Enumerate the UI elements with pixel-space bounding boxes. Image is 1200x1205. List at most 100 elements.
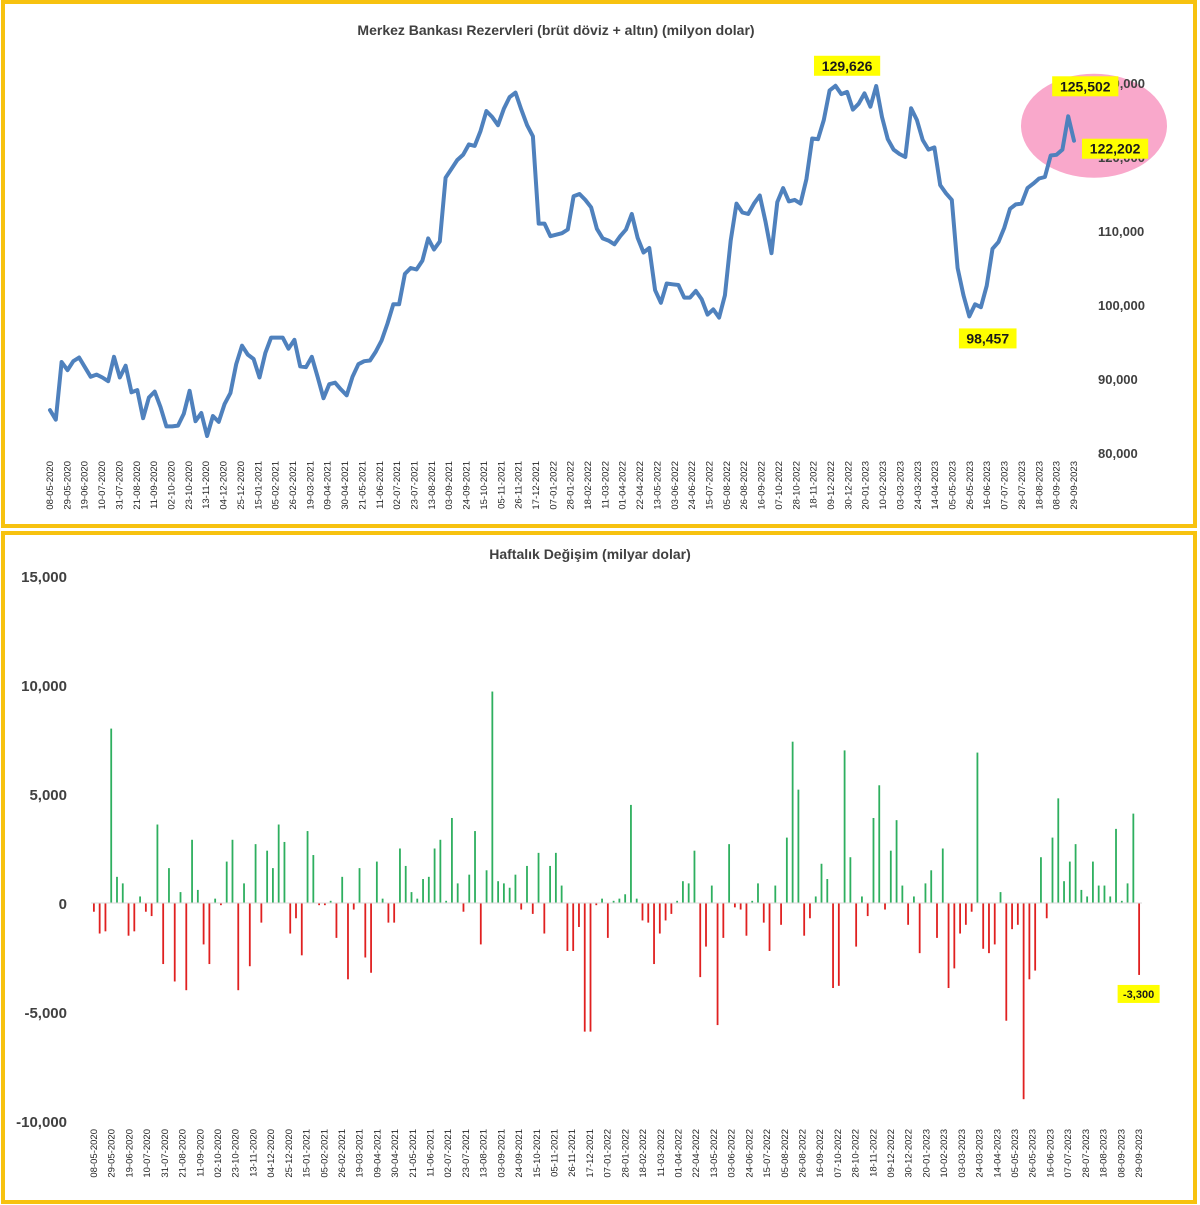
- weekly-change-bar: [988, 903, 990, 954]
- weekly-change-bar: [254, 844, 257, 903]
- x-tick-label: 05-08-2022: [722, 461, 733, 510]
- weekly-change-bar: [1109, 896, 1112, 903]
- weekly-change-bar: [497, 881, 500, 903]
- x-tick-label: 05-02-2021: [271, 461, 282, 510]
- x-tick-label: 09-04-2021: [323, 461, 334, 510]
- weekly-change-bar: [930, 870, 933, 903]
- x-tick-label: 19-06-2020: [124, 1129, 135, 1178]
- x-tick-label: 08-05-2020: [45, 461, 56, 510]
- x-tick-label: 04-12-2020: [219, 461, 230, 510]
- weekly-change-bar: [797, 789, 800, 903]
- weekly-change-bar: [791, 741, 794, 903]
- weekly-change-bar: [1120, 900, 1123, 903]
- x-tick-label: 29-05-2020: [107, 1129, 118, 1178]
- weekly-change-bar: [959, 903, 961, 934]
- weekly-change-bar: [306, 831, 309, 903]
- y-tick-label: 80,000: [1098, 446, 1138, 461]
- weekly-change-bar: [583, 903, 586, 1032]
- y-tick-label: -10,000: [16, 1114, 67, 1131]
- weekly-change-bar: [618, 898, 621, 903]
- x-tick-label: 05-11-2021: [550, 1129, 561, 1177]
- weekly-change-bar: [1011, 903, 1013, 930]
- x-tick-label: 09-12-2022: [886, 1129, 897, 1178]
- weekly-change-bar: [1028, 903, 1031, 980]
- weekly-change-bar: [612, 900, 615, 903]
- x-tick-label: 10-07-2020: [97, 461, 108, 510]
- weekly-change-bar: [225, 861, 228, 903]
- weekly-change-bar: [156, 824, 159, 903]
- weekly-change-bar: [173, 903, 176, 982]
- x-tick-label: 13-11-2020: [201, 461, 212, 509]
- x-tick-label: 11-03-2022: [600, 461, 611, 509]
- x-tick-label: 26-08-2022: [797, 1129, 808, 1178]
- weekly-change-bar: [682, 881, 684, 903]
- weekly-change-bar: [780, 903, 782, 925]
- weekly-change-bar: [260, 903, 263, 923]
- weekly-change-bar: [491, 691, 494, 903]
- x-tick-label: 07-07-2023: [1063, 1129, 1074, 1178]
- y-tick-label: 100,000: [1098, 298, 1145, 313]
- weekly-change-bar: [699, 903, 702, 978]
- weekly-change-bar: [162, 903, 165, 965]
- x-tick-label: 23-10-2020: [184, 461, 195, 510]
- x-tick-label: 29-09-2023: [1134, 1129, 1145, 1178]
- weekly-change-bar: [295, 903, 297, 919]
- x-tick-label: 13-05-2022: [709, 1129, 720, 1178]
- x-tick-label: 03-06-2022: [670, 461, 681, 510]
- weekly-change-bar: [658, 903, 661, 934]
- value-callout: 98,457: [958, 328, 1017, 349]
- svg-text:122,202: 122,202: [1090, 141, 1141, 157]
- weekly-change-bar: [1115, 828, 1117, 903]
- weekly-change-bar: [630, 804, 632, 903]
- weekly-change-bar: [745, 903, 748, 936]
- x-tick-label: 16-06-2023: [1045, 1129, 1056, 1178]
- weekly-change-bar: [687, 883, 690, 903]
- weekly-change-bar: [832, 903, 834, 989]
- weekly-change-bar: [733, 903, 736, 908]
- x-tick-label: 13-08-2021: [427, 461, 438, 510]
- weekly-change-bar: [179, 892, 182, 903]
- value-callout: -3,300: [1117, 984, 1160, 1003]
- x-tick-label: 24-03-2023: [975, 1129, 986, 1178]
- weekly-change-bar: [289, 903, 292, 934]
- x-tick-label: 11-09-2020: [195, 1129, 206, 1177]
- weekly-change-bar: [774, 885, 777, 903]
- weekly-change-bar: [277, 824, 280, 903]
- svg-text:129,626: 129,626: [822, 58, 873, 74]
- x-tick-label: 24-09-2021: [514, 1129, 525, 1178]
- weekly-change-bar: [635, 898, 638, 903]
- weekly-change-bar: [387, 903, 390, 923]
- x-tick-label: 13-11-2020: [248, 1129, 259, 1177]
- weekly-change-bar: [312, 855, 315, 903]
- x-tick-label: 01-04-2022: [673, 1129, 684, 1178]
- x-tick-label: 04-12-2020: [266, 1129, 277, 1178]
- weekly-change-bar: [941, 848, 944, 903]
- x-tick-label: 29-05-2020: [62, 461, 73, 510]
- x-tick-label: 30-04-2021: [340, 461, 351, 510]
- x-tick-label: 10-02-2023: [878, 461, 889, 510]
- weekly-change-bar: [1080, 889, 1083, 903]
- weekly-change-bar: [982, 903, 985, 949]
- weekly-change-bar: [508, 887, 511, 903]
- x-tick-label: 11-06-2021: [375, 461, 386, 509]
- x-tick-label: 20-01-2023: [861, 461, 872, 510]
- x-tick-label: 09-12-2022: [826, 461, 837, 510]
- weekly-change-bar: [439, 839, 442, 903]
- weekly-change-bar: [410, 892, 413, 903]
- x-tick-label: 20-01-2023: [921, 1129, 932, 1178]
- weekly-change-bar: [1063, 881, 1065, 903]
- weekly-change-bar: [133, 903, 136, 932]
- weekly-change-bar: [705, 903, 707, 947]
- x-tick-label: 11-09-2020: [149, 461, 160, 509]
- weekly-change-bar: [953, 903, 956, 969]
- x-tick-label: 22-04-2022: [635, 461, 646, 510]
- x-tick-label: 18-08-2023: [1034, 461, 1045, 510]
- weekly-change-bar: [243, 883, 245, 903]
- y-tick-label: 15,000: [21, 569, 67, 586]
- weekly-change-bar: [970, 903, 973, 912]
- y-tick-label: 0: [59, 896, 67, 913]
- weekly-change-bar: [878, 785, 881, 903]
- weekly-change-bar: [664, 903, 667, 921]
- weekly-change-bar: [676, 900, 679, 903]
- weekly-change-bar: [1068, 861, 1071, 903]
